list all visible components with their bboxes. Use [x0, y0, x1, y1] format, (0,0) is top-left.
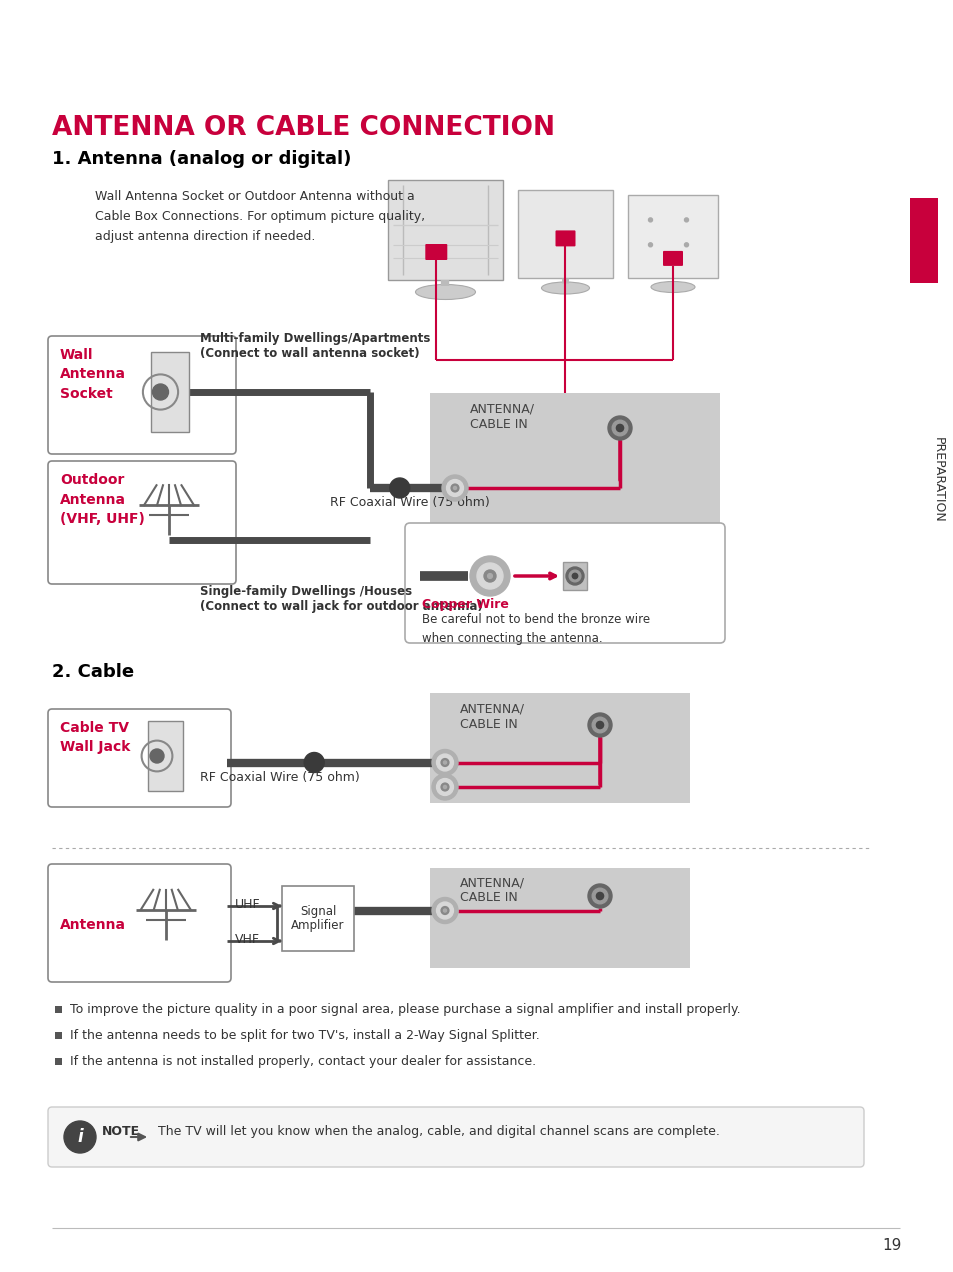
- Bar: [55, 1006, 62, 1013]
- Bar: [430, 393, 720, 523]
- Circle shape: [440, 784, 449, 791]
- Circle shape: [443, 785, 446, 789]
- Text: NOTE: NOTE: [102, 1124, 140, 1138]
- Circle shape: [152, 384, 169, 399]
- FancyBboxPatch shape: [48, 864, 231, 982]
- Circle shape: [648, 243, 652, 247]
- Ellipse shape: [650, 281, 695, 293]
- FancyBboxPatch shape: [405, 523, 724, 644]
- Text: To improve the picture quality in a poor signal area, please purchase a signal a: To improve the picture quality in a poor…: [70, 1004, 740, 1016]
- Circle shape: [565, 567, 583, 585]
- Circle shape: [487, 574, 492, 579]
- Text: 19: 19: [882, 1238, 901, 1253]
- Circle shape: [432, 898, 457, 923]
- Text: Wall
Antenna
Socket: Wall Antenna Socket: [60, 349, 126, 401]
- Text: RF Coaxial Wire (75 ohm): RF Coaxial Wire (75 ohm): [330, 496, 489, 509]
- Circle shape: [432, 773, 457, 800]
- Bar: [151, 352, 189, 432]
- FancyBboxPatch shape: [48, 709, 231, 806]
- Circle shape: [443, 909, 446, 912]
- Text: UHF: UHF: [234, 898, 260, 911]
- Text: ANTENNA/
CABLE IN: ANTENNA/ CABLE IN: [470, 403, 535, 431]
- FancyBboxPatch shape: [662, 251, 682, 266]
- Text: 1. Antenna (analog or digital): 1. Antenna (analog or digital): [52, 150, 351, 168]
- Circle shape: [451, 485, 458, 492]
- Text: RF Coaxial Wire (75 ohm): RF Coaxial Wire (75 ohm): [200, 771, 359, 784]
- Bar: [627, 195, 718, 279]
- Text: PREPARATION: PREPARATION: [930, 438, 943, 523]
- Text: VHF: VHF: [234, 932, 260, 946]
- Circle shape: [592, 717, 607, 733]
- Bar: [517, 190, 613, 279]
- Text: Antenna: Antenna: [60, 918, 126, 932]
- Ellipse shape: [416, 285, 475, 299]
- Circle shape: [436, 902, 453, 918]
- Text: If the antenna needs to be split for two TV's, install a 2-Way Signal Splitter.: If the antenna needs to be split for two…: [70, 1029, 539, 1042]
- Text: Copper Wire: Copper Wire: [421, 598, 508, 611]
- FancyBboxPatch shape: [425, 244, 447, 259]
- Bar: [55, 1058, 62, 1065]
- Bar: [388, 181, 502, 280]
- Circle shape: [453, 486, 456, 490]
- FancyBboxPatch shape: [48, 336, 235, 454]
- FancyBboxPatch shape: [555, 230, 575, 247]
- Circle shape: [476, 563, 502, 589]
- Text: ANTENNA/
CABLE IN: ANTENNA/ CABLE IN: [459, 876, 524, 904]
- Circle shape: [587, 884, 612, 908]
- Ellipse shape: [541, 282, 589, 294]
- Text: The TV will let you know when the analog, cable, and digital channel scans are c: The TV will let you know when the analog…: [158, 1124, 720, 1138]
- Circle shape: [648, 218, 652, 221]
- Text: Single-family Dwellings /Houses
(Connect to wall jack for outdoor antenna): Single-family Dwellings /Houses (Connect…: [200, 585, 482, 613]
- Circle shape: [150, 749, 164, 763]
- Bar: [430, 868, 689, 968]
- Text: Wall Antenna Socket or Outdoor Antenna without a
Cable Box Connections. For opti: Wall Antenna Socket or Outdoor Antenna w…: [95, 190, 425, 243]
- Text: 2. Cable: 2. Cable: [52, 663, 134, 681]
- Circle shape: [440, 758, 449, 767]
- Circle shape: [587, 714, 612, 736]
- Circle shape: [592, 888, 607, 904]
- Circle shape: [612, 420, 627, 436]
- FancyBboxPatch shape: [48, 460, 235, 584]
- Circle shape: [684, 218, 688, 221]
- Bar: [148, 721, 183, 791]
- Text: Signal
Amplifier: Signal Amplifier: [291, 904, 344, 932]
- Circle shape: [446, 480, 463, 496]
- Circle shape: [483, 570, 496, 583]
- Circle shape: [470, 556, 510, 597]
- Circle shape: [64, 1121, 96, 1152]
- Bar: [55, 1032, 62, 1039]
- Bar: [282, 887, 354, 951]
- Circle shape: [390, 478, 410, 499]
- Text: Be careful not to bend the bronze wire
when connecting the antenna.: Be careful not to bend the bronze wire w…: [421, 613, 649, 645]
- Circle shape: [569, 570, 580, 581]
- Circle shape: [441, 474, 468, 501]
- Text: ANTENNA OR CABLE CONNECTION: ANTENNA OR CABLE CONNECTION: [52, 114, 555, 141]
- Text: Cable TV
Wall Jack: Cable TV Wall Jack: [60, 721, 131, 754]
- Circle shape: [436, 754, 453, 771]
- Circle shape: [607, 416, 631, 440]
- Circle shape: [572, 574, 578, 579]
- Circle shape: [616, 425, 623, 431]
- Text: Outdoor
Antenna
(VHF, UHF): Outdoor Antenna (VHF, UHF): [60, 473, 145, 527]
- Text: ANTENNA/
CABLE IN: ANTENNA/ CABLE IN: [459, 703, 524, 731]
- Circle shape: [440, 907, 449, 915]
- Text: i: i: [77, 1128, 83, 1146]
- Circle shape: [443, 761, 446, 764]
- Bar: [430, 693, 689, 803]
- Circle shape: [596, 721, 603, 729]
- Circle shape: [596, 893, 603, 899]
- Circle shape: [432, 749, 457, 776]
- Text: Multi-family Dwellings/Apartments
(Connect to wall antenna socket): Multi-family Dwellings/Apartments (Conne…: [200, 332, 430, 360]
- Bar: [562, 562, 586, 590]
- Text: If the antenna is not installed properly, contact your dealer for assistance.: If the antenna is not installed properly…: [70, 1054, 536, 1068]
- Circle shape: [304, 753, 324, 772]
- Bar: [909, 198, 937, 282]
- Circle shape: [436, 778, 453, 795]
- Circle shape: [684, 243, 688, 247]
- FancyBboxPatch shape: [48, 1107, 863, 1166]
